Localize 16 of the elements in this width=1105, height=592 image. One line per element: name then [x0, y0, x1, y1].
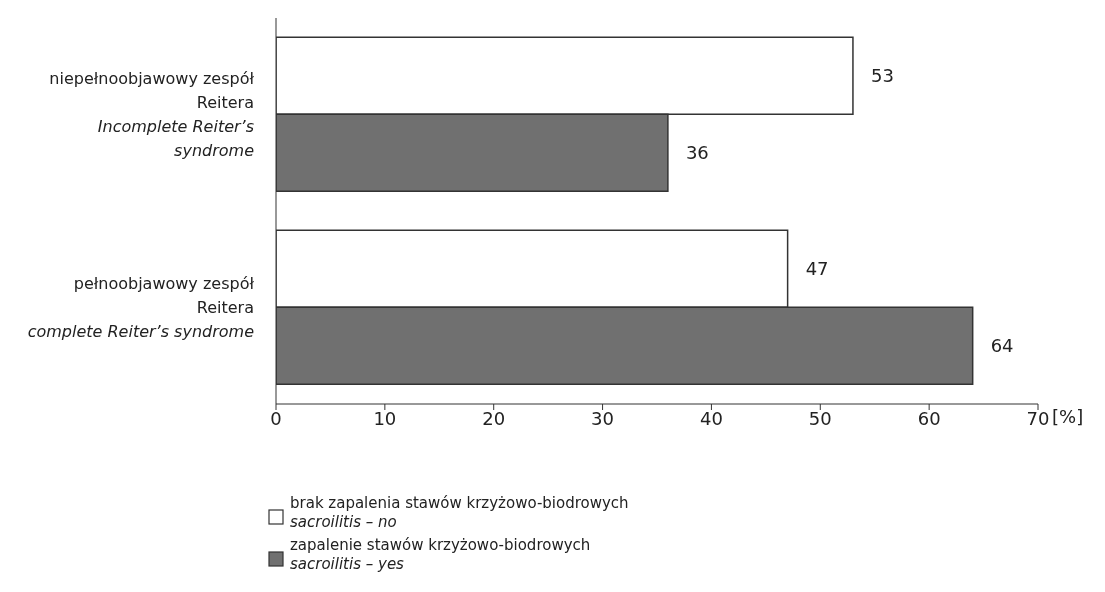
y-tick-label: niepełnoobjawowy zespół Reitera Incomplete Reiter’s syndrome [49, 69, 255, 161]
y-tick-label: pełnoobjawowy zespół Reitera complete Reiter’s syndrome [27, 274, 255, 342]
data-label: 36 [685, 142, 709, 164]
x-tick-label: 20 [482, 407, 506, 429]
x-tick-label: 10 [373, 407, 397, 429]
data-label: 47 [805, 258, 829, 280]
data-label: 53 [870, 65, 894, 87]
legend-label: zapalenie stawów krzyżowo-biodrowych sacroilitis – yes [290, 536, 591, 574]
x-tick-label: 40 [699, 407, 723, 429]
x-tick-label: 50 [808, 407, 832, 429]
x-tick-label: 0 [270, 407, 282, 429]
x-tick-label: 30 [591, 407, 615, 429]
x-tick-label: 60 [917, 407, 941, 429]
data-label: 64 [990, 335, 1014, 357]
x-axis-title: [%] [1052, 406, 1084, 428]
x-tick-label: 70 [1026, 407, 1050, 429]
